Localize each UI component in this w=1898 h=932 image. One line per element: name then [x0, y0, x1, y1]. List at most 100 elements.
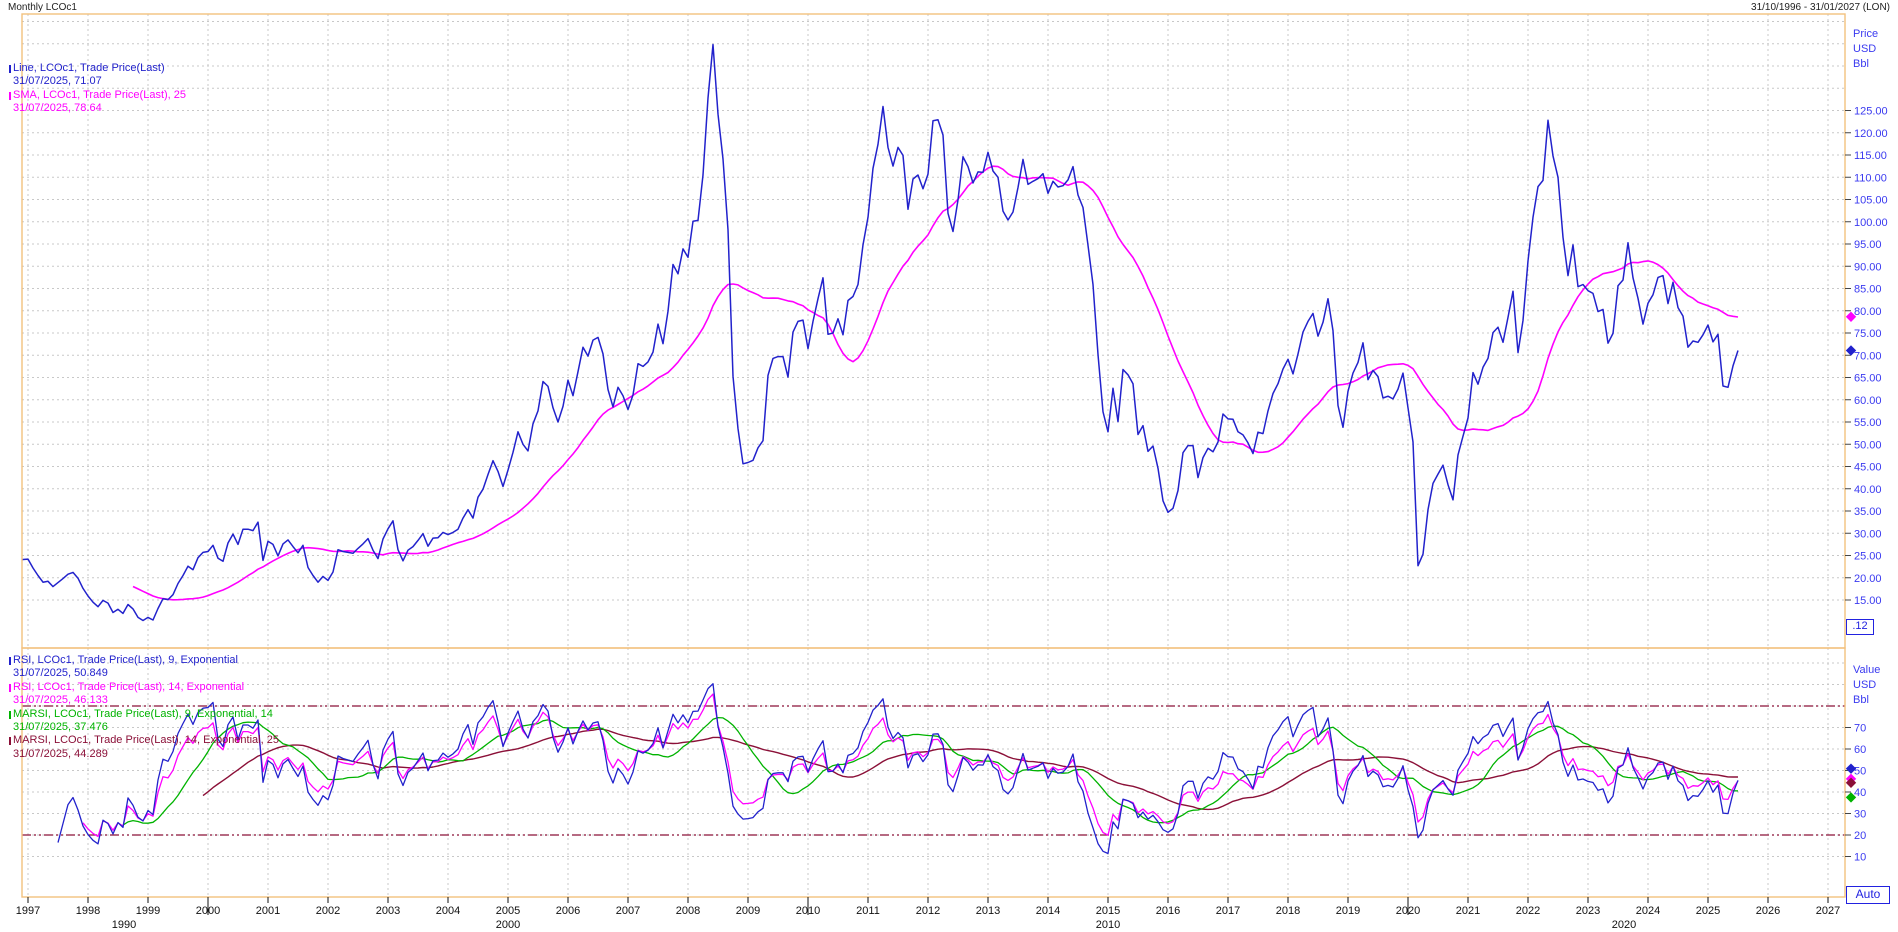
main-legend: Line, LCOc1, Trade Price(Last) 31/07/202…: [8, 62, 186, 116]
price-tick-label[interactable]: 65.00: [1854, 373, 1882, 385]
year-label[interactable]: 2001: [256, 905, 280, 917]
price-tick-label[interactable]: 35.00: [1854, 506, 1882, 518]
rsi-14-line: [82, 693, 1739, 838]
year-label[interactable]: 2006: [556, 905, 580, 917]
price-tick-label[interactable]: 70.00: [1854, 350, 1882, 362]
legend-marsi1425-label: MARSI, LCOc1, Trade Price(Last), 14, Exp…: [9, 734, 279, 747]
year-label[interactable]: 2025: [1696, 905, 1720, 917]
legend-rsi14-label: RSI, LCOc1, Trade Price(Last), 14, Expon…: [9, 681, 279, 694]
year-label[interactable]: 2016: [1156, 905, 1180, 917]
price-tick-label[interactable]: 85.00: [1854, 284, 1882, 296]
price-axis-marker: [1845, 345, 1857, 356]
year-label[interactable]: 2004: [436, 905, 460, 917]
value-tick-label[interactable]: 10: [1854, 852, 1866, 864]
year-label[interactable]: 2019: [1336, 905, 1360, 917]
decade-label[interactable]: 2020: [1612, 919, 1636, 931]
year-label[interactable]: 2026: [1756, 905, 1780, 917]
price-tick-label[interactable]: 15.00: [1854, 595, 1882, 607]
value-tick-label[interactable]: 40: [1854, 787, 1866, 799]
value-tick-label[interactable]: 60: [1854, 744, 1866, 756]
value-axis-marker: [1845, 792, 1857, 803]
year-label[interactable]: 2021: [1456, 905, 1480, 917]
price-tick-label[interactable]: 125.00: [1854, 106, 1888, 118]
value-axis-title-2: USD: [1853, 679, 1877, 691]
value-tick-label[interactable]: 70: [1854, 723, 1866, 735]
year-label[interactable]: 2002: [316, 905, 340, 917]
year-label[interactable]: 1999: [136, 905, 160, 917]
rsi-9-line: [57, 683, 1739, 855]
price-tick-label[interactable]: 100.00: [1854, 217, 1888, 229]
price-tick-label[interactable]: 105.00: [1854, 195, 1888, 207]
title-bar: Monthly LCOc1 31/10/1996 - 31/01/2027 (L…: [0, 0, 1898, 14]
price-tick-label[interactable]: 120.00: [1854, 128, 1888, 140]
legend-price-line-label: Line, LCOc1, Trade Price(Last): [8, 62, 186, 75]
year-label[interactable]: 2009: [736, 905, 760, 917]
price-line: [22, 43, 1739, 622]
decade-label[interactable]: 2010: [1096, 919, 1120, 931]
year-label[interactable]: 2013: [976, 905, 1000, 917]
value-tick-label[interactable]: 30: [1854, 809, 1866, 821]
price-tick-label[interactable]: 20.00: [1854, 573, 1882, 585]
year-label[interactable]: 2011: [856, 905, 880, 917]
price-tick-label[interactable]: 60.00: [1854, 395, 1882, 407]
legend-price-line-value: 31/07/2025, 71.07: [13, 75, 102, 88]
rsi-panel-border: [21, 647, 1846, 898]
price-tick-label[interactable]: 55.00: [1854, 417, 1882, 429]
legend-marsi914-value: 31/07/2025, 37.476: [13, 720, 108, 733]
year-label[interactable]: 2017: [1216, 905, 1240, 917]
price-tick-label[interactable]: 90.00: [1854, 261, 1882, 273]
value-axis-marker: [1845, 777, 1857, 788]
auto-scale-button[interactable]: Auto: [1846, 886, 1890, 904]
year-label[interactable]: 2014: [1036, 905, 1060, 917]
rsi-legend: RSI, LCOc1, Trade Price(Last), 9, Expone…: [9, 654, 279, 761]
year-label[interactable]: 2018: [1276, 905, 1300, 917]
value-tick-label[interactable]: 50: [1854, 766, 1866, 778]
year-label[interactable]: 2023: [1576, 905, 1600, 917]
legend-marsi1425-value: 31/07/2025, 44.289: [13, 747, 108, 760]
interval-box[interactable]: .12: [1846, 619, 1874, 635]
value-tick-label[interactable]: 20: [1854, 830, 1866, 842]
price-tick-label[interactable]: 115.00: [1854, 150, 1887, 162]
price-tick-label[interactable]: 75.00: [1854, 328, 1882, 340]
legend-sma-value: 31/07/2025, 78.64: [13, 102, 102, 115]
price-axis-title-2: USD: [1853, 43, 1877, 55]
year-label[interactable]: 2007: [616, 905, 640, 917]
rsi-plot-area[interactable]: [22, 648, 1845, 897]
legend-rsi9-label: RSI, LCOc1, Trade Price(Last), 9, Expone…: [9, 654, 279, 667]
price-tick-label[interactable]: 110.00: [1854, 172, 1887, 184]
decade-label[interactable]: 2000: [496, 919, 520, 931]
decade-label[interactable]: 1990: [112, 919, 136, 931]
price-axis-title-3: Bbl: [1853, 58, 1869, 70]
price-tick-label[interactable]: 80.00: [1854, 306, 1882, 318]
price-axis-marker: [1845, 311, 1857, 323]
marsi-9-14-line: [122, 716, 1739, 826]
year-label[interactable]: 2005: [496, 905, 520, 917]
price-tick-label[interactable]: 25.00: [1854, 551, 1882, 563]
price-tick-label[interactable]: 50.00: [1854, 439, 1882, 451]
price-axis-title-1: Price: [1853, 28, 1879, 40]
year-label[interactable]: 2015: [1096, 905, 1120, 917]
price-tick-label[interactable]: 45.00: [1854, 462, 1882, 474]
price-tick-label[interactable]: 30.00: [1854, 528, 1882, 540]
year-label[interactable]: 2012: [916, 905, 940, 917]
value-axis-title-3: Bbl: [1853, 694, 1869, 706]
year-label[interactable]: 2024: [1636, 905, 1660, 917]
chart-title: Monthly LCOc1: [8, 2, 77, 13]
price-tick-label[interactable]: 40.00: [1854, 484, 1882, 496]
value-axis-title-1: Value: [1853, 664, 1881, 676]
price-plot-area[interactable]: [22, 14, 1845, 648]
year-label[interactable]: 2022: [1516, 905, 1540, 917]
date-range-label: 31/10/1996 - 31/01/2027 (LON): [1751, 2, 1890, 13]
price-tick-label[interactable]: 95.00: [1854, 239, 1882, 251]
year-label[interactable]: 2008: [676, 905, 700, 917]
legend-rsi14-value: 31/07/2025, 46.133: [13, 694, 108, 707]
year-label[interactable]: 2003: [376, 905, 400, 917]
legend-marsi914-label: MARSI, LCOc1, Trade Price(Last), 9, Expo…: [9, 708, 279, 721]
year-label[interactable]: 2027: [1816, 905, 1840, 917]
legend-rsi9-value: 31/07/2025, 50.849: [13, 667, 108, 680]
year-label[interactable]: 1997: [16, 905, 40, 917]
sma-line: [132, 165, 1739, 601]
year-label[interactable]: 1998: [76, 905, 100, 917]
